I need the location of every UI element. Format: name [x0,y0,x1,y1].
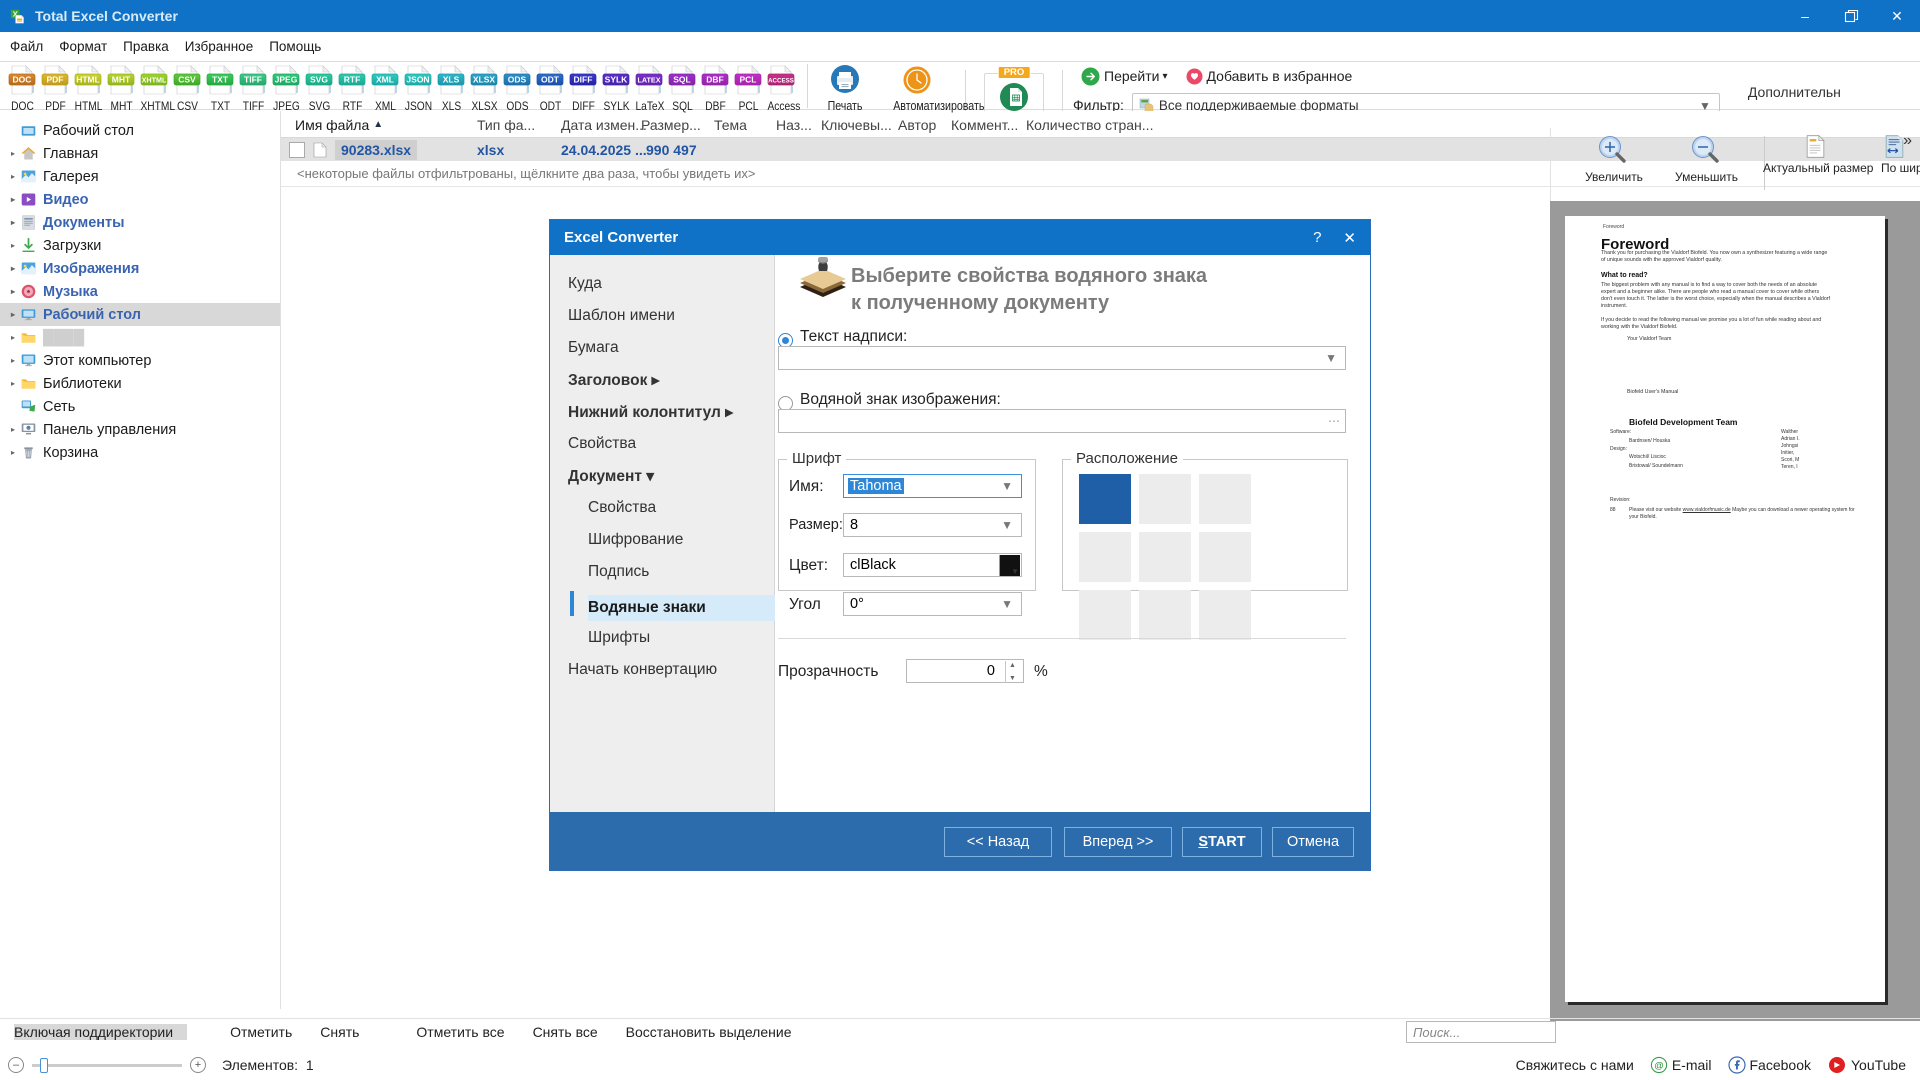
svg-text:XLS: XLS [443,75,460,85]
svg-text:RTF: RTF [344,75,361,85]
svg-text:ODS: ODS [508,75,527,85]
svg-text:HTML: HTML [76,75,100,85]
svg-text:@: @ [1654,1061,1663,1072]
svg-text:SYLK: SYLK [605,75,629,85]
svg-text:DBF: DBF [706,75,723,85]
svg-text:ODT: ODT [541,75,560,85]
svg-text:MHT: MHT [112,75,131,85]
svg-text:XML: XML [376,75,394,85]
svg-text:DIFF: DIFF [574,75,593,85]
svg-text:LATEX: LATEX [637,76,660,85]
svg-text:XLSX: XLSX [473,75,496,85]
svg-text:DOC: DOC [13,75,32,85]
svg-text:CSV: CSV [178,75,196,85]
svg-text:SQL: SQL [673,75,690,85]
svg-text:TXT: TXT [212,75,229,85]
svg-text:XHTML: XHTML [142,76,167,85]
svg-text:ACCESS: ACCESS [768,78,794,85]
svg-text:TIFF: TIFF [244,75,262,85]
svg-text:PDF: PDF [47,75,64,85]
svg-text:SVG: SVG [310,75,328,85]
svg-text:JPEG: JPEG [275,75,298,85]
svg-text:PCL: PCL [740,75,757,85]
svg-text:JSON: JSON [406,75,429,85]
